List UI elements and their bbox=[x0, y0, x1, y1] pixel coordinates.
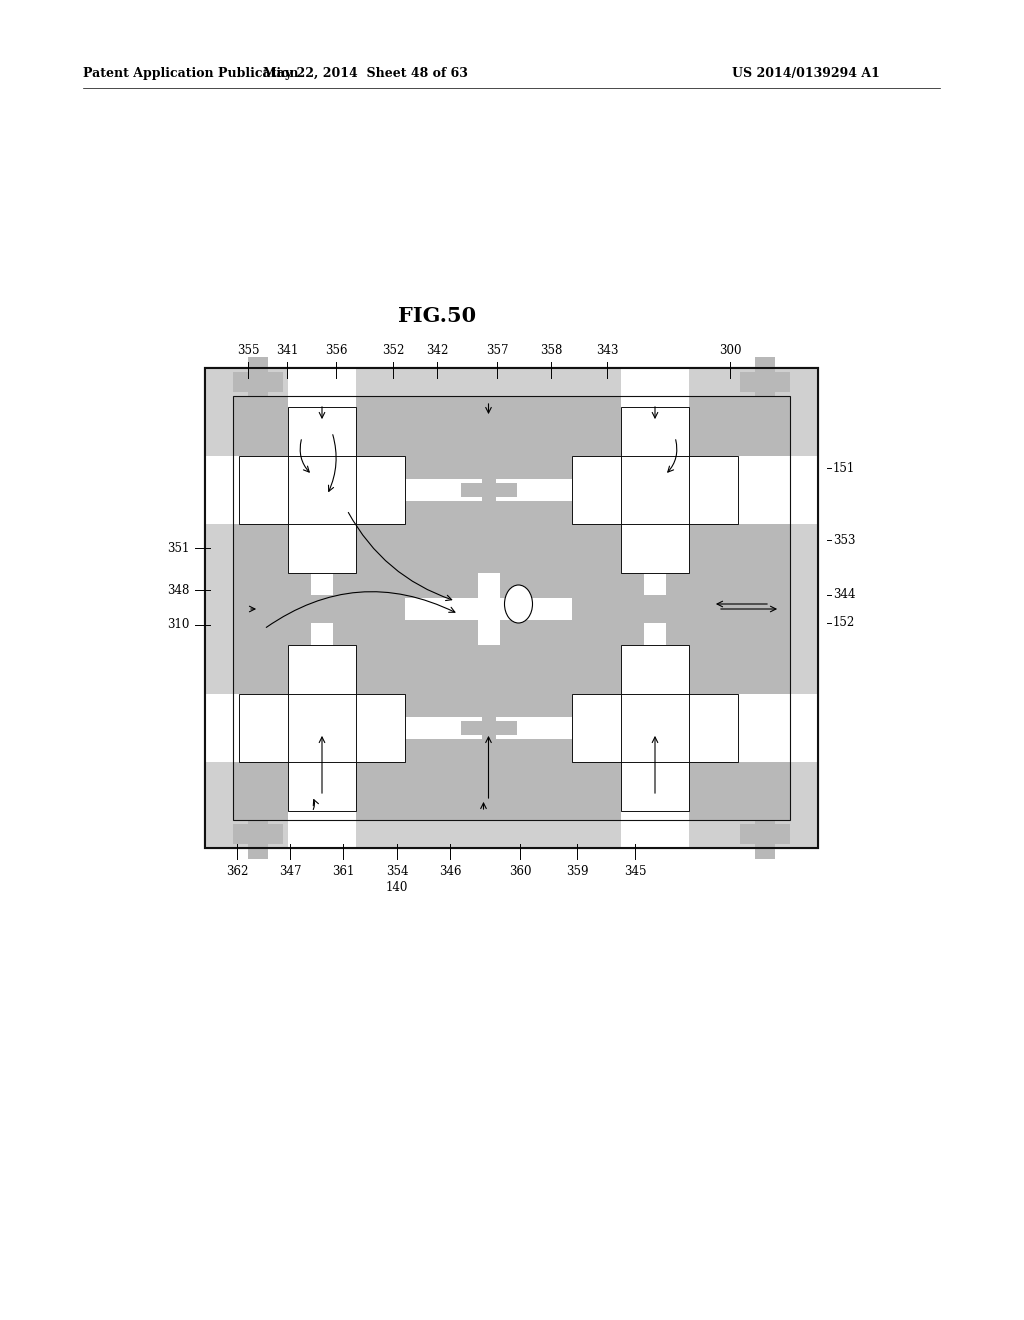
Bar bbox=[288, 396, 356, 407]
Text: 354: 354 bbox=[386, 865, 409, 878]
Text: 359: 359 bbox=[565, 865, 588, 878]
Bar bbox=[233, 396, 790, 820]
Text: 348: 348 bbox=[167, 583, 189, 597]
Bar bbox=[239, 455, 406, 524]
Bar bbox=[621, 810, 689, 820]
Bar bbox=[755, 356, 775, 407]
Bar bbox=[233, 455, 239, 524]
Bar bbox=[790, 368, 818, 847]
Text: 140: 140 bbox=[386, 880, 409, 894]
Bar bbox=[205, 368, 818, 847]
Text: 352: 352 bbox=[382, 345, 404, 356]
Text: 356: 356 bbox=[325, 345, 347, 356]
Bar bbox=[288, 645, 356, 810]
Bar bbox=[621, 368, 689, 396]
Bar bbox=[621, 407, 689, 573]
Bar bbox=[205, 368, 233, 847]
Bar bbox=[738, 455, 790, 524]
Bar bbox=[205, 455, 233, 524]
Bar bbox=[572, 455, 738, 524]
Bar bbox=[308, 595, 336, 623]
Ellipse shape bbox=[505, 585, 532, 623]
Bar bbox=[205, 368, 818, 847]
Text: 360: 360 bbox=[509, 865, 531, 878]
Bar bbox=[477, 573, 500, 645]
Bar bbox=[790, 694, 818, 762]
Bar bbox=[205, 694, 233, 762]
Text: 347: 347 bbox=[279, 865, 301, 878]
Text: 362: 362 bbox=[226, 865, 248, 878]
Bar bbox=[406, 598, 572, 620]
Text: 151: 151 bbox=[833, 462, 855, 474]
Bar bbox=[239, 694, 406, 762]
Bar bbox=[239, 694, 406, 762]
Bar bbox=[288, 368, 356, 396]
Text: FIG.50: FIG.50 bbox=[398, 306, 476, 326]
Text: 355: 355 bbox=[237, 345, 259, 356]
Text: 310: 310 bbox=[167, 619, 189, 631]
Bar bbox=[481, 700, 496, 756]
Bar bbox=[233, 372, 283, 392]
Text: 345: 345 bbox=[624, 865, 646, 878]
Text: 346: 346 bbox=[438, 865, 461, 878]
Bar bbox=[641, 595, 669, 623]
Text: May 22, 2014  Sheet 48 of 63: May 22, 2014 Sheet 48 of 63 bbox=[262, 66, 467, 79]
Bar bbox=[233, 694, 239, 762]
Bar bbox=[311, 573, 333, 645]
Bar bbox=[644, 573, 666, 645]
Text: 357: 357 bbox=[485, 345, 508, 356]
Bar bbox=[740, 824, 790, 843]
Bar bbox=[233, 396, 790, 820]
Text: 341: 341 bbox=[275, 345, 298, 356]
Bar bbox=[572, 694, 738, 762]
Bar bbox=[288, 810, 356, 820]
Bar bbox=[233, 824, 283, 843]
Bar bbox=[205, 368, 818, 396]
Bar bbox=[288, 407, 356, 573]
Text: 344: 344 bbox=[833, 589, 855, 602]
Bar bbox=[621, 820, 689, 847]
Text: Patent Application Publication: Patent Application Publication bbox=[83, 66, 299, 79]
Bar bbox=[621, 407, 689, 573]
Text: 300: 300 bbox=[719, 345, 741, 356]
Bar bbox=[641, 595, 669, 623]
Bar bbox=[621, 645, 689, 810]
Text: 343: 343 bbox=[596, 345, 618, 356]
Bar bbox=[248, 356, 268, 407]
Text: 358: 358 bbox=[540, 345, 562, 356]
Text: 353: 353 bbox=[833, 533, 855, 546]
Text: 351: 351 bbox=[167, 541, 189, 554]
Bar bbox=[205, 820, 818, 847]
Text: 342: 342 bbox=[426, 345, 449, 356]
Bar bbox=[406, 479, 572, 502]
Text: US 2014/0139294 A1: US 2014/0139294 A1 bbox=[732, 66, 880, 79]
Bar bbox=[790, 455, 818, 524]
Bar bbox=[308, 595, 336, 623]
Text: 361: 361 bbox=[332, 865, 354, 878]
Bar bbox=[248, 809, 268, 859]
Bar bbox=[621, 396, 689, 407]
Bar bbox=[461, 721, 516, 735]
Bar bbox=[288, 820, 356, 847]
Bar bbox=[572, 455, 738, 524]
Bar bbox=[621, 645, 689, 810]
Bar bbox=[406, 717, 572, 739]
Text: 152: 152 bbox=[833, 616, 855, 630]
Bar bbox=[755, 809, 775, 859]
Bar bbox=[481, 462, 496, 517]
Bar bbox=[288, 407, 356, 573]
Bar bbox=[738, 694, 790, 762]
Bar bbox=[740, 372, 790, 392]
Bar bbox=[461, 483, 516, 498]
Bar bbox=[239, 455, 406, 524]
Bar bbox=[572, 694, 738, 762]
Bar bbox=[288, 645, 356, 810]
